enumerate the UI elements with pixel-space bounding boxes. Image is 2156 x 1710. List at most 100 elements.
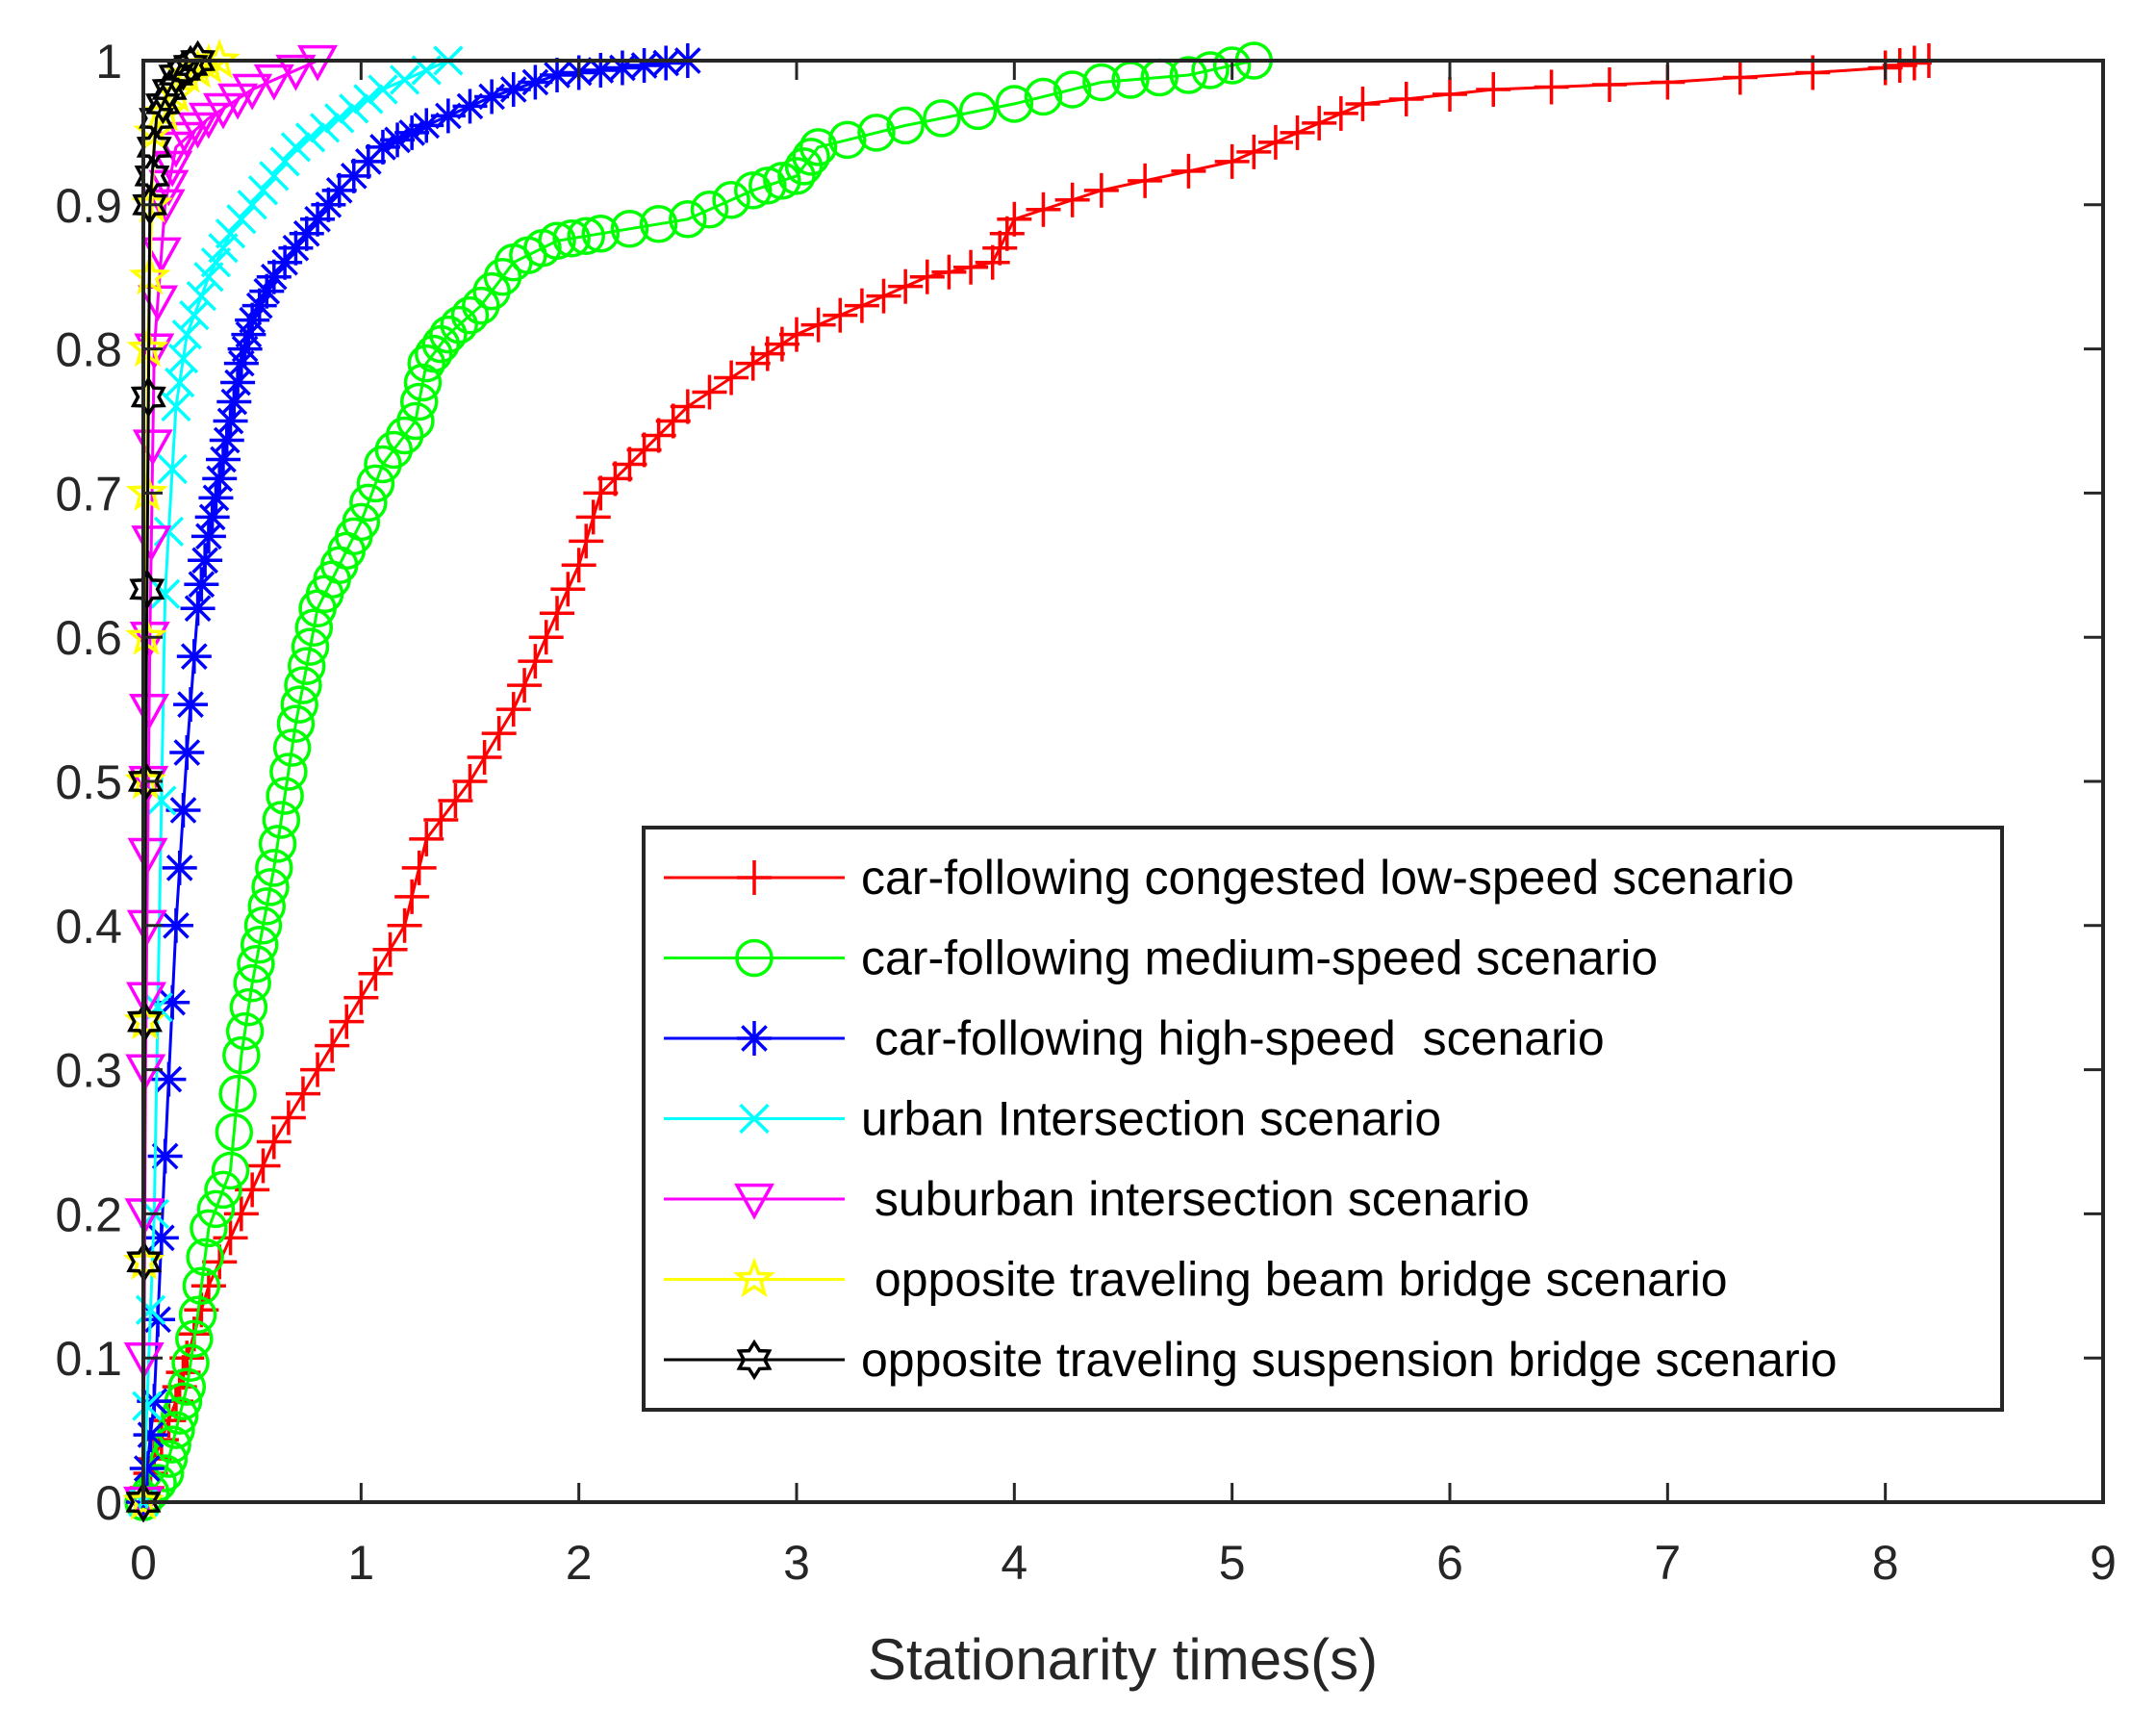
data-point-circle <box>828 120 867 160</box>
marker-stroke <box>161 391 191 422</box>
marker-stroke <box>208 233 239 264</box>
y-tick-label: 0.4 <box>55 900 122 954</box>
data-point-pentagram <box>198 38 241 79</box>
data-point-cross <box>149 578 181 609</box>
data-point-asterisk <box>648 45 684 81</box>
data-point-circle <box>792 138 830 176</box>
data-point-plus <box>764 326 799 362</box>
legend-label: opposite traveling suspension bridge sce… <box>861 1333 1838 1387</box>
data-point-circle <box>690 191 729 229</box>
data-point-plus <box>423 802 459 837</box>
data-point-circle <box>272 728 312 767</box>
data-point-circle <box>240 926 279 964</box>
marker-stroke <box>165 367 195 398</box>
data-point-circle <box>712 181 750 219</box>
series-2 <box>124 41 1274 1521</box>
marker-stroke <box>735 938 774 978</box>
data-point-hexagram <box>736 1339 773 1381</box>
data-point-triangle-down <box>217 83 259 120</box>
data-point-circle <box>784 147 824 186</box>
series-line <box>141 59 688 1503</box>
marker-stroke <box>127 837 168 875</box>
marker-stroke <box>280 685 318 724</box>
data-point-triangle-down <box>734 1183 774 1220</box>
marker-stroke <box>129 622 170 658</box>
data-point-circle <box>251 868 290 906</box>
marker-stroke <box>276 704 316 743</box>
data-point-plus <box>997 201 1032 237</box>
data-point-plus <box>1083 172 1119 208</box>
marker-stroke <box>610 210 649 248</box>
data-point-plus <box>737 860 772 895</box>
data-point-plus <box>223 1196 259 1232</box>
marker-stroke <box>368 74 398 105</box>
data-point-plus <box>953 249 989 285</box>
data-point-plus <box>714 360 749 396</box>
y-tick-label: 0.3 <box>55 1044 122 1098</box>
marker-stroke <box>399 382 439 421</box>
marker-stroke <box>175 1319 214 1358</box>
data-point-circle <box>342 502 381 542</box>
marker-stroke <box>229 987 268 1027</box>
marker-stroke <box>288 647 326 685</box>
marker-stroke <box>315 191 342 218</box>
data-point-circle <box>291 627 330 666</box>
data-point-circle <box>1191 51 1230 89</box>
data-point-triangle-down <box>253 64 294 101</box>
marker-stroke <box>544 62 571 89</box>
data-point-circle <box>211 1151 250 1190</box>
data-point-circle <box>288 647 326 685</box>
data-point-circle <box>186 1238 224 1277</box>
marker-stroke <box>396 401 435 441</box>
legend-item: car-following high-speed scenario <box>664 1011 1605 1065</box>
marker-stroke <box>155 1065 183 1093</box>
series-line <box>141 59 449 1503</box>
data-point-circle <box>237 944 275 983</box>
marker-stroke <box>224 369 251 396</box>
marker-stroke <box>294 122 326 153</box>
data-point-plus <box>1722 60 1758 95</box>
data-point-plus <box>597 461 633 497</box>
data-point-plus <box>1171 153 1206 189</box>
data-point-plus <box>888 268 924 304</box>
data-point-plus <box>823 297 858 333</box>
marker-stroke <box>126 909 167 947</box>
marker-stroke <box>210 446 237 473</box>
marker-stroke <box>736 1339 773 1381</box>
data-point-cross <box>215 218 246 249</box>
data-point-circle <box>266 777 304 815</box>
marker-stroke <box>792 138 830 176</box>
data-point-circle <box>733 171 773 210</box>
data-point-cross <box>324 103 355 134</box>
data-point-circle <box>222 1035 261 1075</box>
marker-stroke <box>247 887 287 926</box>
marker-stroke <box>167 343 199 374</box>
marker-stroke <box>146 785 177 816</box>
legend-label: suburban intersection scenario <box>861 1172 1530 1226</box>
data-point-plus <box>256 1124 292 1160</box>
legend-label: car-following medium-speed scenario <box>861 932 1658 985</box>
data-point-plus <box>285 1076 320 1111</box>
data-point-cross <box>353 84 384 115</box>
marker-stroke <box>159 988 187 1016</box>
y-tick-label: 0.5 <box>55 755 122 809</box>
data-point-triangle-down <box>232 73 273 111</box>
data-point-circle <box>429 315 468 354</box>
data-point-plus <box>1026 191 1061 227</box>
data-point-circle <box>247 887 287 926</box>
data-point-circle <box>799 128 838 166</box>
marker-stroke <box>157 1411 195 1449</box>
marker-stroke <box>240 926 279 964</box>
marker-stroke <box>135 1294 166 1325</box>
x-tick-label: 6 <box>1436 1536 1463 1590</box>
x-axis-label: Stationarity times(s) <box>868 1627 1378 1692</box>
marker-stroke <box>407 344 445 383</box>
data-point-asterisk <box>158 907 193 943</box>
marker-stroke <box>712 181 750 219</box>
data-point-circle <box>204 1170 242 1210</box>
data-point-asterisk <box>176 639 212 675</box>
data-point-circle <box>218 1074 257 1113</box>
data-point-hexagram <box>125 1481 162 1523</box>
data-point-plus <box>540 596 575 631</box>
